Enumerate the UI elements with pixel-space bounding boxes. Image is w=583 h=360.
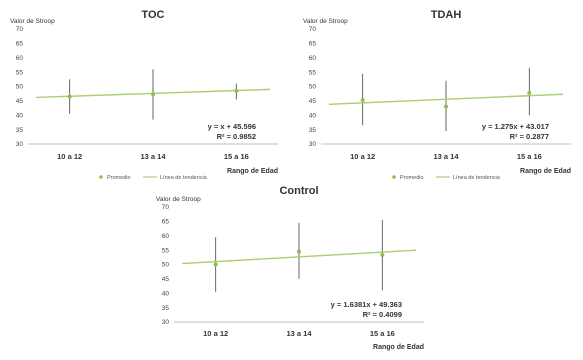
y-tick-label: 30 bbox=[162, 319, 170, 326]
y-tick-label: 50 bbox=[162, 262, 170, 269]
x-category-label: 10 a 12 bbox=[203, 329, 228, 338]
y-tick-label: 40 bbox=[16, 112, 24, 119]
y-tick-label: 65 bbox=[309, 41, 317, 48]
y-axis-label: Valor de Stroop bbox=[303, 18, 348, 25]
y-tick-label: 30 bbox=[16, 141, 24, 148]
y-tick-label: 65 bbox=[162, 219, 170, 226]
control-chart-panel: Control Valor de Stroop 30 35 40 45 50 55 60 65 70… bbox=[146, 182, 436, 355]
y-tick-label: 60 bbox=[309, 55, 317, 62]
trend-line bbox=[181, 249, 417, 265]
legend-marker-promedio bbox=[99, 175, 103, 179]
y-tick-label: 30 bbox=[309, 141, 317, 148]
toc-chart-panel: TOC Valor de Stroop 30 35 40 45 50 55 60 65 70 10 a… bbox=[0, 0, 290, 185]
mean-point bbox=[380, 253, 385, 258]
y-tick-label: 55 bbox=[309, 69, 317, 76]
x-category-label: 10 a 12 bbox=[350, 152, 375, 161]
x-category-label: 13 a 14 bbox=[433, 152, 459, 161]
mean-point bbox=[67, 94, 72, 99]
y-axis-label: Valor de Stroop bbox=[10, 18, 55, 25]
x-axis-label: Rango de Edad bbox=[373, 344, 424, 351]
legend-label-trend: Línea de tendencia bbox=[160, 175, 208, 181]
trend-r2: R² = 0.4099 bbox=[363, 310, 402, 319]
y-axis-label: Valor de Stroop bbox=[156, 196, 201, 203]
legend-label-promedio: Promedio bbox=[400, 175, 424, 181]
x-category-label: 13 a 14 bbox=[140, 152, 166, 161]
x-category-label: 10 a 12 bbox=[57, 152, 82, 161]
trend-r2: R² = 0.9852 bbox=[217, 132, 256, 141]
x-category-label: 15 a 16 bbox=[517, 152, 542, 161]
y-tick-label: 50 bbox=[309, 84, 317, 91]
y-tick-label: 70 bbox=[309, 26, 317, 33]
x-category-label: 15 a 16 bbox=[224, 152, 249, 161]
y-tick-label: 35 bbox=[16, 127, 24, 134]
trend-r2: R² = 0.2877 bbox=[510, 132, 549, 141]
y-tick-label: 45 bbox=[162, 276, 170, 283]
trend-equation: y = 1.275x + 43.017 bbox=[482, 122, 549, 131]
x-axis-label: Rango de Edad bbox=[520, 168, 571, 175]
mean-point bbox=[360, 98, 365, 103]
y-tick-label: 50 bbox=[16, 84, 24, 91]
legend-label-promedio: Promedio bbox=[107, 175, 131, 181]
y-tick-label: 60 bbox=[162, 233, 170, 240]
x-category-label: 13 a 14 bbox=[286, 329, 312, 338]
chart-title: TDAH bbox=[431, 9, 462, 21]
x-category-label: 15 a 16 bbox=[370, 329, 395, 338]
y-tick-label: 40 bbox=[162, 290, 170, 297]
trend-line bbox=[328, 93, 564, 106]
y-tick-label: 35 bbox=[162, 305, 170, 312]
control-chart: Control Valor de Stroop 30 35 40 45 50 55 60 65 70… bbox=[156, 185, 424, 351]
y-tick-label: 65 bbox=[16, 41, 24, 48]
mean-point bbox=[527, 90, 532, 95]
legend-marker-promedio bbox=[392, 175, 396, 179]
y-tick-label: 55 bbox=[16, 69, 24, 76]
x-axis-label: Rango de Edad bbox=[227, 168, 278, 175]
trend-equation: y = x + 45.596 bbox=[208, 122, 256, 131]
y-tick-label: 40 bbox=[309, 112, 317, 119]
trend-equation: y = 1.6381x + 49.363 bbox=[331, 300, 402, 309]
y-tick-label: 70 bbox=[16, 26, 24, 33]
mean-point bbox=[234, 88, 239, 93]
legend-label-trend: Línea de tendencia bbox=[453, 175, 501, 181]
y-tick-label: 60 bbox=[16, 55, 24, 62]
tdah-chart-panel: TDAH Valor de Stroop 30 35 40 45 50 55 60 65 70 10 … bbox=[293, 0, 583, 185]
toc-chart: TOC Valor de Stroop 30 35 40 45 50 55 60 65 70 10 a… bbox=[10, 9, 278, 181]
chart-title: TOC bbox=[141, 9, 164, 21]
mean-point bbox=[151, 92, 155, 97]
y-tick-label: 70 bbox=[162, 204, 170, 211]
mean-point bbox=[444, 104, 448, 109]
y-tick-label: 45 bbox=[309, 98, 317, 105]
tdah-chart: TDAH Valor de Stroop 30 35 40 45 50 55 60 65 70 10 … bbox=[303, 9, 571, 181]
mean-point bbox=[213, 262, 218, 267]
y-tick-label: 45 bbox=[16, 98, 24, 105]
y-tick-label: 35 bbox=[309, 127, 317, 134]
chart-title: Control bbox=[279, 185, 318, 197]
y-tick-label: 55 bbox=[162, 247, 170, 254]
mean-point bbox=[297, 249, 301, 254]
